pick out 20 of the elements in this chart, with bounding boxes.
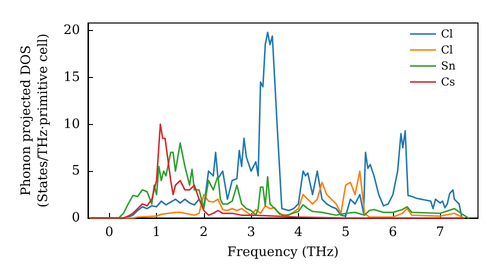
x-tick-label: 4 bbox=[294, 225, 303, 240]
x-tick-label: 5 bbox=[341, 225, 350, 240]
y-axis-title: Phonon projected DOS (States/THz·primitive cell) bbox=[19, 33, 51, 208]
y-tick-label: 20 bbox=[63, 23, 80, 38]
y-tick-label: 0 bbox=[72, 210, 80, 226]
x-tick-label: 7 bbox=[436, 225, 444, 240]
legend-label: Cs bbox=[441, 76, 456, 88]
x-tick-label: 3 bbox=[246, 225, 256, 240]
x-axis-title: Frequency (THz) bbox=[227, 245, 339, 260]
legend-label: Cl bbox=[441, 28, 454, 40]
x-tick-label: 0 bbox=[105, 225, 114, 240]
x-tick-label: 6 bbox=[388, 225, 398, 240]
x-tick-label: 2 bbox=[200, 225, 208, 240]
y-tick-label: 5 bbox=[72, 164, 80, 179]
legend-label: Sn bbox=[441, 60, 456, 72]
legend-label: Cl bbox=[441, 44, 454, 56]
y-tick-label: 10 bbox=[63, 116, 80, 132]
x-tick-label: 1 bbox=[152, 225, 161, 240]
y-tick-label: 15 bbox=[63, 70, 80, 85]
line-series bbox=[90, 124, 465, 219]
